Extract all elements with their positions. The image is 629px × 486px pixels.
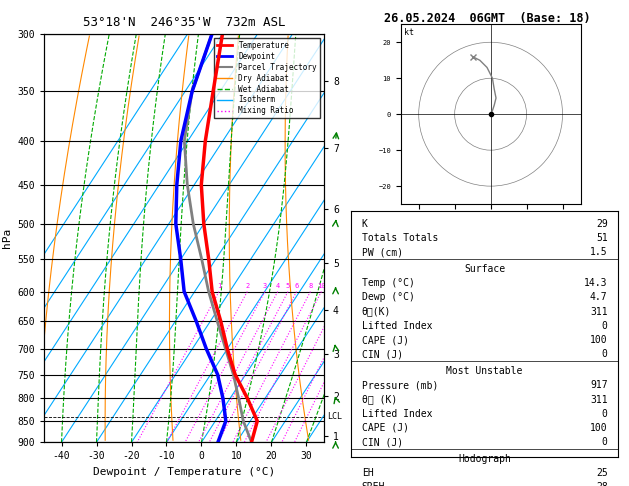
Text: CAPE (J): CAPE (J) — [362, 423, 409, 433]
Text: 4: 4 — [276, 283, 280, 289]
Title: 53°18'N  246°35'W  732m ASL: 53°18'N 246°35'W 732m ASL — [83, 16, 285, 29]
Text: Most Unstable: Most Unstable — [447, 366, 523, 376]
Text: 5: 5 — [286, 283, 290, 289]
Text: LCL: LCL — [326, 412, 342, 421]
Text: 14.3: 14.3 — [584, 278, 608, 288]
Text: 100: 100 — [590, 423, 608, 433]
Text: CAPE (J): CAPE (J) — [362, 335, 409, 345]
Text: 0: 0 — [602, 437, 608, 447]
Text: 0: 0 — [602, 349, 608, 359]
Text: 0: 0 — [602, 409, 608, 419]
Text: 3: 3 — [263, 283, 267, 289]
Text: 4.7: 4.7 — [590, 293, 608, 302]
Text: 28: 28 — [596, 483, 608, 486]
Text: Temp (°C): Temp (°C) — [362, 278, 415, 288]
Text: Surface: Surface — [464, 264, 505, 274]
Text: 2: 2 — [245, 283, 250, 289]
Text: EH: EH — [362, 468, 374, 478]
Text: 0: 0 — [602, 321, 608, 331]
Text: 10: 10 — [317, 283, 326, 289]
Text: Lifted Index: Lifted Index — [362, 321, 432, 331]
Text: K: K — [362, 219, 367, 229]
Text: θᴇ (K): θᴇ (K) — [362, 395, 397, 404]
Text: 8: 8 — [308, 283, 313, 289]
Text: Hodograph: Hodograph — [458, 454, 511, 464]
Legend: Temperature, Dewpoint, Parcel Trajectory, Dry Adiabat, Wet Adiabat, Isotherm, Mi: Temperature, Dewpoint, Parcel Trajectory… — [214, 38, 320, 119]
Text: Pressure (mb): Pressure (mb) — [362, 380, 438, 390]
Text: SREH: SREH — [362, 483, 385, 486]
Text: Dewp (°C): Dewp (°C) — [362, 293, 415, 302]
Text: 25: 25 — [596, 468, 608, 478]
X-axis label: Dewpoint / Temperature (°C): Dewpoint / Temperature (°C) — [93, 467, 275, 477]
Text: CIN (J): CIN (J) — [362, 437, 403, 447]
Text: 26.05.2024  06GMT  (Base: 18): 26.05.2024 06GMT (Base: 18) — [384, 12, 591, 25]
Text: θᴇ(K): θᴇ(K) — [362, 307, 391, 317]
Text: 917: 917 — [590, 380, 608, 390]
Y-axis label: km
ASL: km ASL — [355, 238, 372, 260]
Text: Lifted Index: Lifted Index — [362, 409, 432, 419]
Text: 100: 100 — [590, 335, 608, 345]
Text: 6: 6 — [294, 283, 299, 289]
Text: 311: 311 — [590, 307, 608, 317]
Text: 1.5: 1.5 — [590, 247, 608, 257]
Text: 1: 1 — [217, 283, 221, 289]
Text: 29: 29 — [596, 219, 608, 229]
Text: PW (cm): PW (cm) — [362, 247, 403, 257]
Text: CIN (J): CIN (J) — [362, 349, 403, 359]
Text: 51: 51 — [596, 233, 608, 243]
Text: kt: kt — [404, 28, 415, 37]
Y-axis label: hPa: hPa — [2, 228, 12, 248]
Text: 311: 311 — [590, 395, 608, 404]
Text: Totals Totals: Totals Totals — [362, 233, 438, 243]
